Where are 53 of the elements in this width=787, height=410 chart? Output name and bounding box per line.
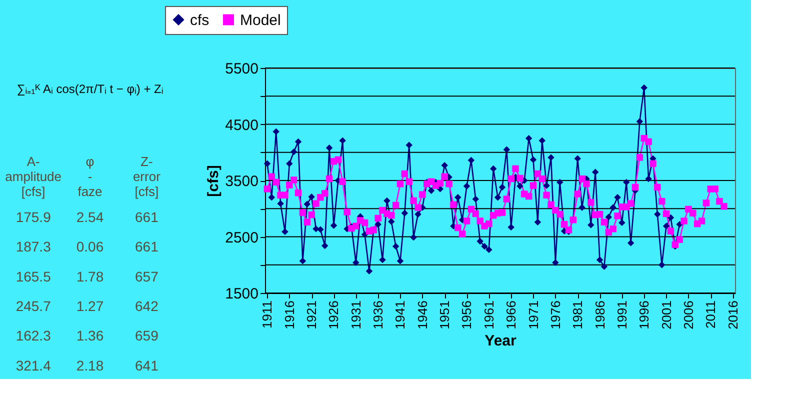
x-tick-label: 1931	[348, 300, 364, 330]
y-tick-label: 5500	[225, 60, 258, 78]
x-tick-label: 1971	[526, 300, 541, 330]
x-tick-label: 1911	[260, 300, 275, 328]
text: φ - faze	[78, 154, 102, 200]
x-tick-label: 2001	[658, 300, 674, 330]
x-tick-label: 1936	[370, 300, 386, 330]
text: 2.18	[76, 357, 104, 374]
x-axis-title: Year	[484, 332, 517, 350]
text: 2.54	[76, 209, 104, 225]
x-tick-label: 1951	[437, 300, 452, 330]
text: 162.3	[16, 328, 52, 344]
y-axis-title: [cfs]	[205, 165, 222, 197]
text: 659	[134, 328, 159, 344]
text: 175.9	[16, 209, 52, 225]
text: 657	[134, 268, 159, 284]
x-tick-label: 1961	[481, 300, 496, 330]
text: 1.36	[76, 328, 104, 344]
x-tick-label: 1981	[570, 300, 586, 330]
legend-label: cfs	[190, 12, 210, 29]
text: 245.7	[16, 298, 52, 314]
y-tick-label: 2500	[225, 229, 258, 246]
x-tick-label: 1976	[548, 300, 563, 330]
text: ∑ᵢ₌₁ᴷ Aᵢ cos(2π/Tᵢ t − φᵢ) + Zᵢ	[16, 82, 164, 96]
x-tick-label: 1946	[414, 300, 430, 330]
x-tick-label: 1926	[326, 300, 342, 330]
text: 661	[134, 238, 159, 255]
x-tick-label: 1916	[282, 300, 297, 330]
text: 661	[134, 209, 159, 225]
x-tick-label: 1996	[636, 300, 652, 330]
x-tick-label: 1966	[504, 300, 519, 330]
text: 641	[134, 357, 159, 374]
legend-label: Model	[240, 12, 281, 29]
y-tick-label: 1500	[225, 286, 258, 302]
y-tick-label: 4500	[225, 116, 258, 134]
text: 321.4	[16, 357, 52, 374]
x-tick-label: 1921	[304, 300, 320, 330]
x-tick-label: 1991	[614, 300, 630, 330]
x-tick-label: 2011	[703, 300, 718, 328]
text: 1.27	[76, 298, 104, 314]
x-tick-label: 1956	[459, 300, 474, 330]
text: Z- error [cfs]	[132, 154, 162, 200]
x-tick-label: 1941	[392, 300, 408, 330]
text: 642	[134, 298, 159, 314]
text: 1.78	[76, 268, 104, 284]
text: A- amplitude [cfs]	[5, 154, 62, 200]
text: 165.5	[16, 268, 52, 284]
text: 187.3	[16, 238, 52, 255]
x-tick-label: 2016	[725, 300, 740, 330]
y-tick-label: 3500	[225, 173, 258, 190]
text: 0.06	[76, 238, 104, 255]
x-tick-label: 1986	[592, 300, 608, 330]
x-tick-label: 2006	[680, 300, 696, 330]
